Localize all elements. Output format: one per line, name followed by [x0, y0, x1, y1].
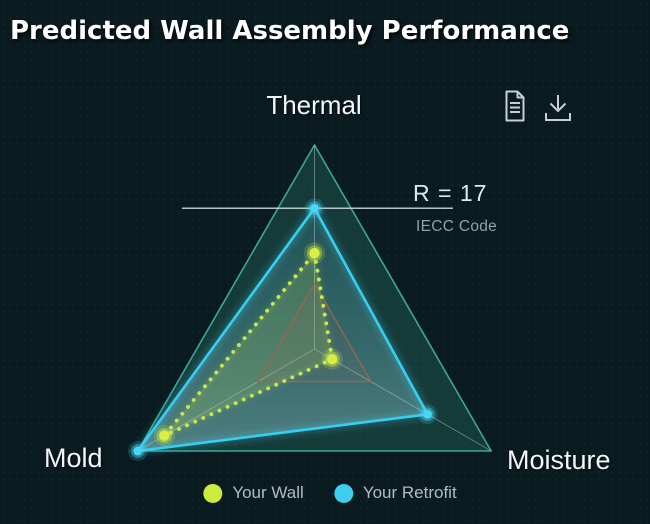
axis-spoke-moisture: [314, 348, 492, 452]
vertex-dot-your-wall-thermal[interactable]: [309, 247, 320, 259]
threshold-value-label: R = 17: [413, 180, 488, 206]
series-your-wall-fill: [164, 253, 333, 436]
vertex-dot-your-retrofit-thermal[interactable]: [310, 203, 319, 213]
axis-label-moisture: Moisture: [507, 445, 611, 475]
report-document-icon[interactable]: [504, 90, 526, 122]
vertex-dot-your-wall-mold[interactable]: [159, 430, 170, 441]
axis-label-thermal: Thermal: [266, 90, 362, 120]
reference-triangle: [256, 282, 373, 383]
threshold-caption-label: IECC Code: [416, 218, 498, 235]
chart-toolbar: [504, 90, 574, 122]
chart-legend: Your Wall Your Retrofit: [203, 483, 457, 503]
series-your-retrofit-outline: [136, 206, 429, 453]
legend-dot-your-retrofit: [333, 483, 353, 503]
download-icon[interactable]: [542, 94, 574, 122]
vertex-dot-your-retrofit-mold[interactable]: [133, 446, 143, 456]
vertex-dot-your-wall-moisture[interactable]: [326, 354, 338, 365]
vertex-dot-your-retrofit-moisture[interactable]: [423, 409, 432, 419]
page-title: Predicted Wall Assembly Performance: [10, 16, 570, 46]
grid-outer-triangle: [137, 144, 493, 452]
legend-item-your-retrofit[interactable]: Your Retrofit: [333, 483, 457, 503]
legend-label-your-retrofit: Your Retrofit: [362, 483, 457, 502]
legend-dot-your-wall: [203, 483, 223, 503]
legend-item-your-wall[interactable]: Your Wall: [203, 483, 304, 503]
axis-label-mold: Mold: [44, 443, 103, 473]
legend-label-your-wall: Your Wall: [232, 483, 304, 502]
series-your-wall-outline: [162, 251, 335, 438]
